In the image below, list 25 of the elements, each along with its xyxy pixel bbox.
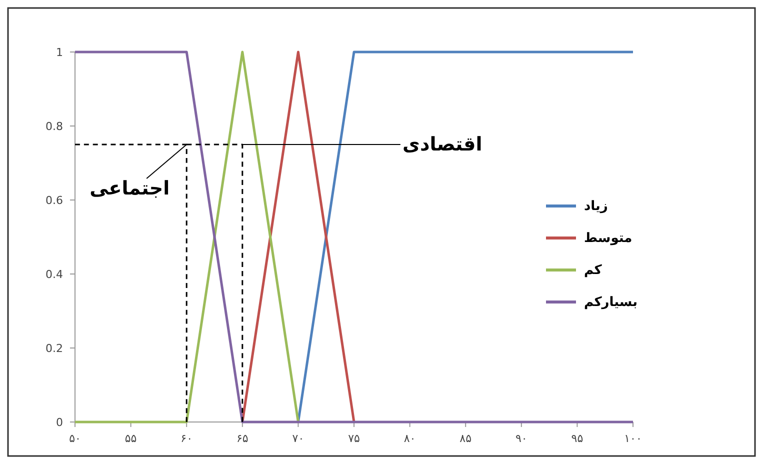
x-tick-label: ۶۵ xyxy=(236,432,248,445)
legend-label: متوسط xyxy=(584,231,632,246)
annotation: اجتماعی xyxy=(90,178,170,200)
x-tick-label: ۷۰ xyxy=(292,432,304,445)
y-tick-label: 0.8 xyxy=(46,120,63,133)
annotation: اقتصادی xyxy=(242,134,482,156)
x-tick-label: ۸۵ xyxy=(460,432,472,445)
annotation: اجتماعی xyxy=(90,144,188,200)
y-tick-label: 0 xyxy=(56,416,63,429)
x-tick-label: ۵۵ xyxy=(124,432,137,445)
x-tick-label: ۹۰ xyxy=(515,432,528,445)
x-tick-label: ۶۰ xyxy=(180,432,193,445)
x-tick-label: ۱۰۰ xyxy=(624,432,642,445)
annotation: اقتصادی xyxy=(402,134,482,156)
y-tick-label: 1 xyxy=(56,46,63,59)
y-tick-label: 0.2 xyxy=(46,342,63,355)
x-tick-label: ۹۵ xyxy=(571,432,584,445)
y-tick-label: 0.4 xyxy=(46,268,63,281)
y-tick-label: 0.6 xyxy=(46,194,63,207)
x-tick-label: ۵۰ xyxy=(69,432,81,445)
legend-label: بسیارکم xyxy=(584,295,638,310)
x-tick-label: ۷۵ xyxy=(348,432,360,445)
legend-label: کم xyxy=(584,263,602,278)
x-tick-label: ۸۰ xyxy=(404,432,416,445)
legend-label: زیاد xyxy=(584,199,608,214)
